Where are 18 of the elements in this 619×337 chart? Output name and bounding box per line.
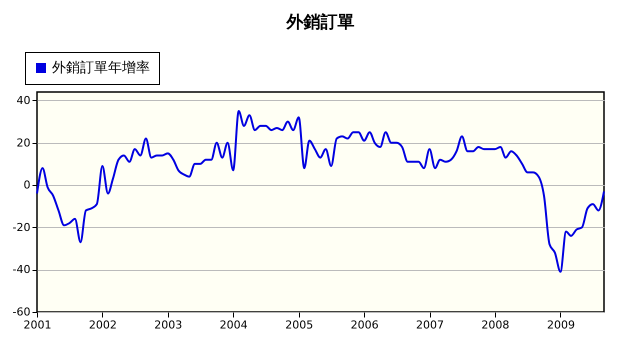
y-tick-label: 0 — [24, 178, 30, 192]
x-tick-label: 2009 — [546, 318, 575, 332]
y-tick-label: -60 — [12, 306, 30, 318]
chart-title: 外銷訂單 — [286, 12, 354, 32]
x-tick-label: 2006 — [350, 318, 379, 332]
x-tick-label: 2001 — [24, 318, 52, 332]
line-series — [36, 110, 605, 273]
x-tick-label: 2007 — [416, 318, 444, 332]
x-tick-label: 2002 — [88, 318, 117, 332]
y-tick-label: 40 — [16, 94, 30, 107]
y-tick-label: -20 — [12, 220, 30, 234]
y-tick-label: -40 — [12, 263, 30, 276]
x-tick-label: 2003 — [154, 318, 182, 332]
x-tick-label: 2008 — [481, 318, 510, 332]
x-tick-label: 2004 — [220, 318, 248, 332]
x-tick-label: 2005 — [285, 318, 314, 332]
legend-label: 外銷訂單年增率 — [52, 60, 150, 76]
y-tick-label: 20 — [16, 136, 30, 150]
